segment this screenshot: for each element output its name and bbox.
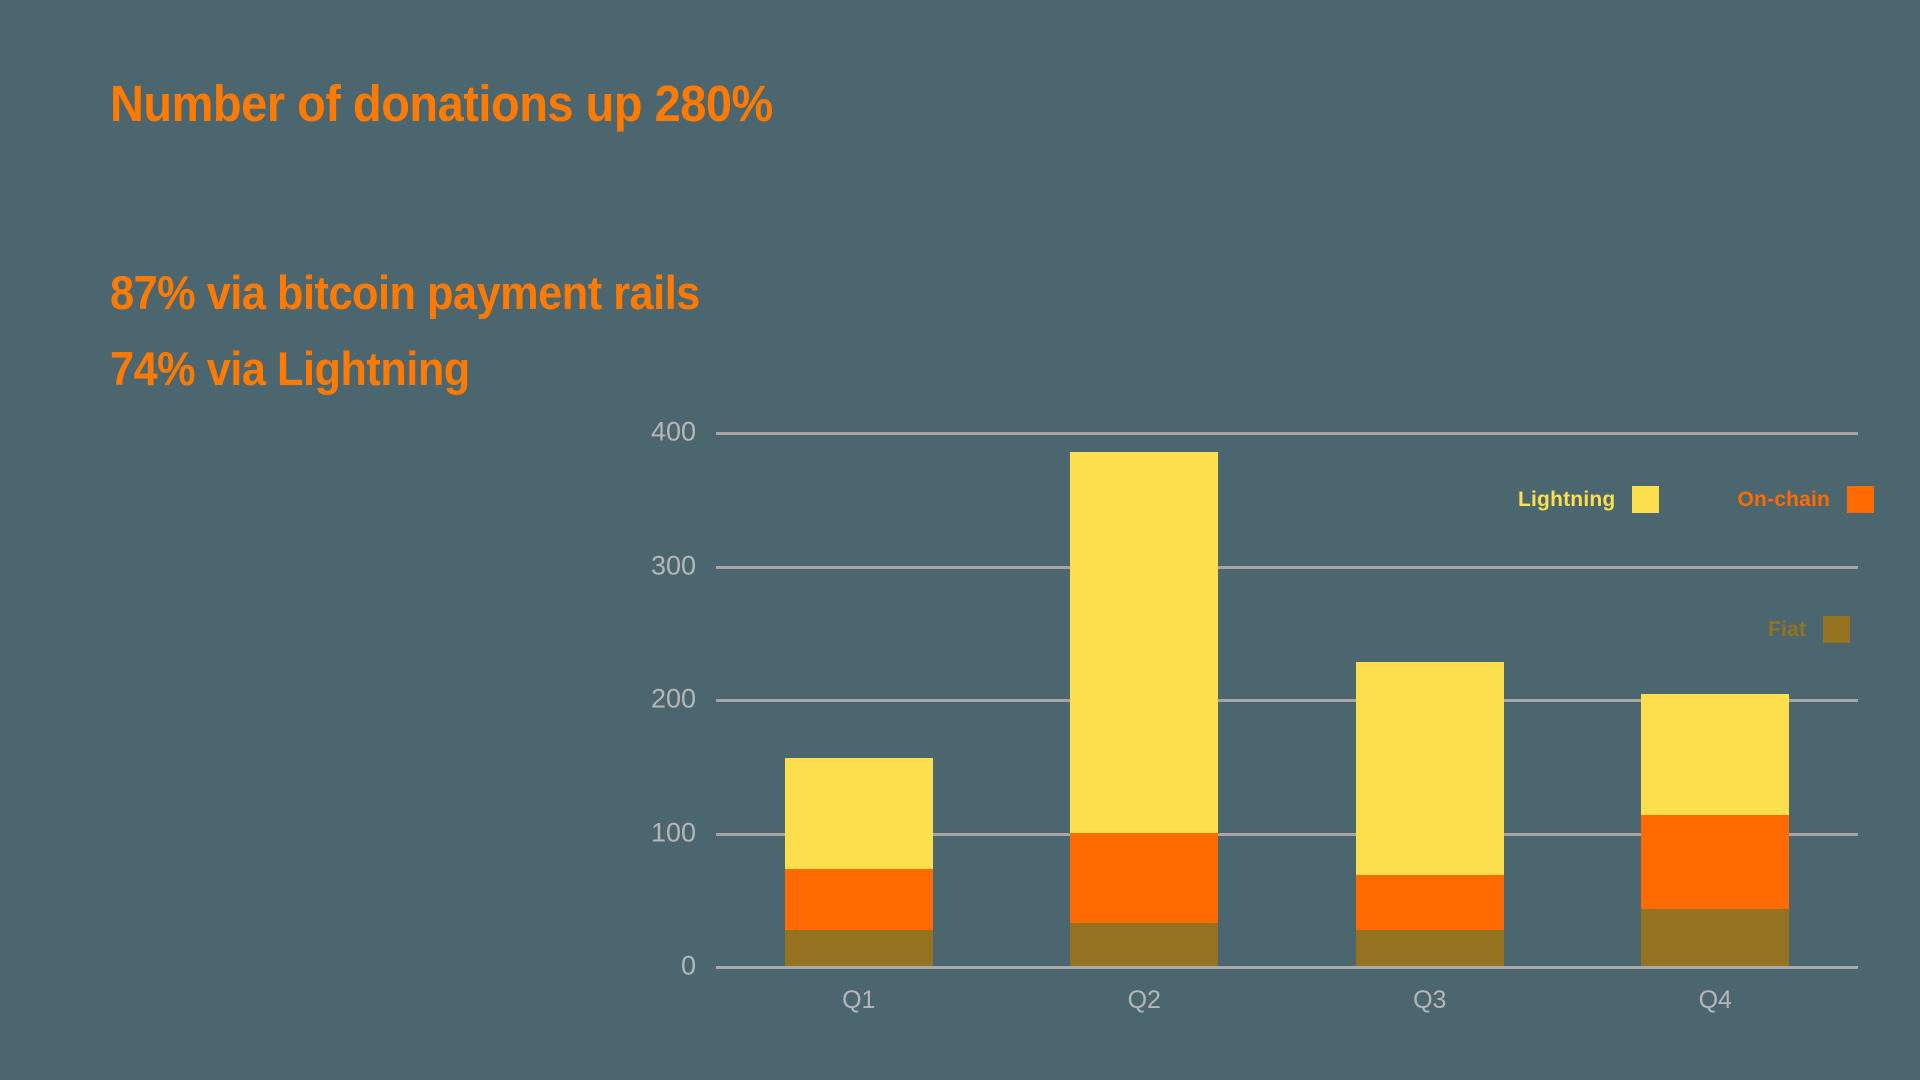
bar-column-q1[interactable]: Q1: [784, 432, 933, 1014]
bar-segment-fiat-q1[interactable]: [784, 929, 933, 966]
plot-area: Q1 Q2 Q3 Q4: [716, 432, 1858, 1014]
bar-column-q3[interactable]: Q3: [1355, 432, 1504, 1014]
y-tick-label-300: 300: [650, 550, 696, 580]
legend-item-lightning[interactable]: Lightning: [1518, 486, 1660, 513]
legend-label-fiat: Fiat: [1768, 617, 1807, 641]
bar-column-q2[interactable]: Q2: [1070, 432, 1219, 1014]
y-tick-label-100: 100: [650, 817, 696, 847]
bar-segment-lightning-q1[interactable]: [784, 757, 933, 869]
gridline-400: [716, 432, 1858, 435]
gridline-0: [716, 966, 1858, 969]
headline-line-2: 87% via bitcoin payment rails: [110, 266, 700, 319]
stacked-bar-chart: Q1 Q2 Q3 Q4 0 100 200 300 400: [648, 417, 1858, 1014]
y-tick-label-200: 200: [650, 683, 696, 714]
bar-segment-fiat-q3[interactable]: [1355, 929, 1504, 966]
legend-swatch-lightning: [1632, 486, 1660, 513]
bar-segment-onchain-q4[interactable]: [1641, 815, 1790, 909]
bar-segment-lightning-q3[interactable]: [1355, 661, 1504, 876]
legend-item-onchain[interactable]: On-chain: [1737, 486, 1875, 513]
x-tick-label-q4: Q4: [1698, 986, 1732, 1014]
x-tick-label-q2: Q2: [1127, 986, 1161, 1014]
bar-segment-lightning-q4[interactable]: [1641, 693, 1790, 816]
legend-swatch-fiat: [1823, 616, 1851, 643]
gridline-200: [716, 699, 1858, 702]
gridline-300: [716, 565, 1858, 569]
legend-item-fiat[interactable]: Fiat: [1768, 616, 1851, 643]
y-tick-label-400: 400: [650, 416, 696, 447]
legend-label-lightning: Lightning: [1518, 487, 1616, 511]
legend-label-onchain: On-chain: [1737, 487, 1831, 511]
legend-secondary: Fiat: [1768, 616, 1851, 643]
gridline-100: [716, 832, 1858, 836]
bar-segment-fiat-q2[interactable]: [1070, 923, 1219, 966]
bar-segment-onchain-q2[interactable]: [1070, 832, 1219, 924]
x-tick-label-q3: Q3: [1413, 986, 1447, 1014]
legend-primary: Lightning On-chain: [1518, 486, 1875, 513]
bar-segment-onchain-q1[interactable]: [784, 868, 933, 930]
bar-segment-onchain-q3[interactable]: [1355, 875, 1504, 930]
y-tick-label-0: 0: [680, 950, 696, 981]
bar-column-q4[interactable]: Q4: [1641, 432, 1790, 1014]
headline-sub-block: 87% via bitcoin payment rails 74% via Li…: [110, 255, 751, 407]
legend-swatch-onchain: [1847, 486, 1875, 513]
bar-group: Q1 Q2 Q3 Q4: [716, 432, 1858, 1014]
headline-line-3: 74% via Lightning: [110, 342, 470, 395]
bar-segment-fiat-q4[interactable]: [1641, 908, 1790, 966]
x-tick-label-q1: Q1: [842, 986, 876, 1014]
page-title: Number of donations up 280%: [110, 75, 773, 132]
bar-segment-lightning-q2[interactable]: [1070, 452, 1219, 833]
headline-block: Number of donations up 280%: [110, 75, 1110, 133]
